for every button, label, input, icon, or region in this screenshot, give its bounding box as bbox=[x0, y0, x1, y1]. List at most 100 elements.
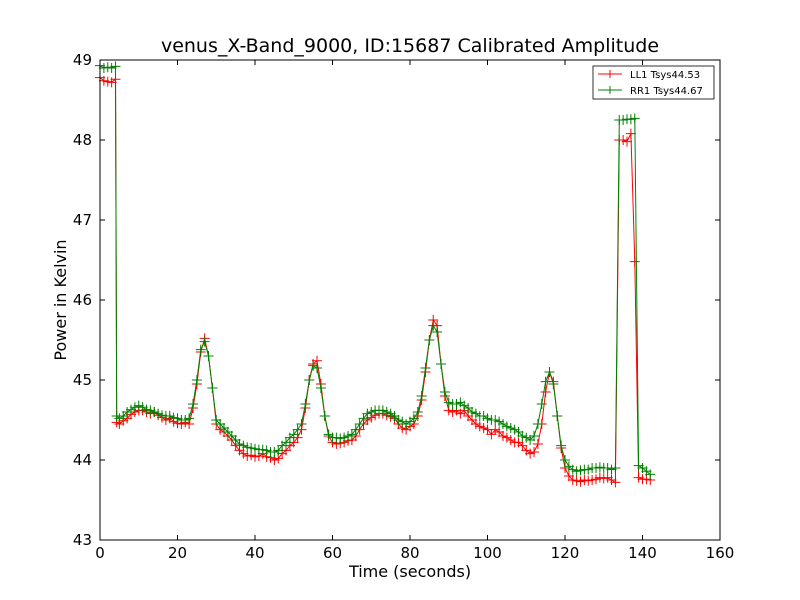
data-point-1 bbox=[296, 419, 307, 429]
data-point-0 bbox=[602, 472, 613, 483]
data-point-0 bbox=[470, 419, 481, 429]
data-point-1 bbox=[401, 419, 412, 429]
data-point-1 bbox=[269, 447, 280, 457]
data-point-1 bbox=[521, 432, 532, 443]
data-point-0 bbox=[490, 424, 501, 435]
x-tick-label: 120 bbox=[551, 544, 580, 562]
data-point-1 bbox=[560, 455, 570, 465]
data-point-0 bbox=[242, 451, 253, 461]
x-tick-label: 160 bbox=[706, 544, 735, 562]
data-point-1 bbox=[304, 375, 315, 385]
data-point-1 bbox=[157, 410, 167, 421]
data-point-0 bbox=[501, 432, 512, 443]
data-point-1 bbox=[207, 383, 218, 393]
data-point-1 bbox=[513, 427, 524, 437]
data-point-1 bbox=[432, 327, 443, 337]
data-point-1 bbox=[556, 440, 567, 451]
data-point-1 bbox=[354, 419, 365, 429]
data-point-1 bbox=[230, 435, 241, 445]
data-point-1 bbox=[385, 408, 396, 419]
data-point-1 bbox=[428, 320, 439, 331]
data-point-1 bbox=[133, 400, 144, 411]
data-point-1 bbox=[571, 466, 582, 477]
x-axis-label: Time (seconds) bbox=[348, 562, 471, 581]
data-point-0 bbox=[529, 447, 539, 457]
data-point-1 bbox=[315, 383, 326, 393]
data-point-0 bbox=[474, 421, 485, 432]
data-point-1 bbox=[567, 464, 578, 475]
y-tick-label: 47 bbox=[73, 211, 92, 229]
data-point-1 bbox=[319, 411, 330, 421]
data-point-1 bbox=[180, 415, 191, 425]
x-tick-label: 80 bbox=[400, 544, 419, 562]
data-point-1 bbox=[436, 359, 446, 369]
x-tick-label: 40 bbox=[245, 544, 264, 562]
data-point-0 bbox=[517, 440, 528, 451]
data-point-1 bbox=[377, 405, 388, 416]
data-point-1 bbox=[389, 411, 400, 421]
data-point-1 bbox=[292, 424, 303, 435]
data-point-1 bbox=[412, 407, 423, 417]
data-point-0 bbox=[525, 448, 536, 459]
plot-area bbox=[100, 60, 720, 540]
data-point-1 bbox=[308, 360, 319, 371]
data-point-0 bbox=[563, 471, 574, 481]
data-point-0 bbox=[629, 256, 640, 267]
data-point-1 bbox=[203, 351, 214, 361]
x-tick-label: 140 bbox=[628, 544, 657, 562]
data-point-0 bbox=[498, 431, 508, 441]
data-point-0 bbox=[102, 76, 113, 87]
data-point-1 bbox=[172, 413, 183, 424]
x-tick-label: 100 bbox=[473, 544, 502, 562]
legend: LL1 Tsys44.53 RR1 Tsys44.67 bbox=[592, 65, 715, 100]
data-point-0 bbox=[598, 473, 609, 484]
data-point-1 bbox=[273, 445, 284, 456]
x-tick-label: 20 bbox=[168, 544, 187, 562]
data-point-0 bbox=[587, 475, 598, 485]
data-point-1 bbox=[490, 415, 501, 425]
x-tick-label: 0 bbox=[95, 544, 105, 562]
data-point-0 bbox=[567, 475, 578, 485]
data-point-1 bbox=[459, 400, 470, 411]
data-point-1 bbox=[222, 427, 233, 437]
data-point-1 bbox=[478, 411, 489, 421]
data-point-1 bbox=[536, 399, 547, 409]
data-point-1 bbox=[246, 443, 257, 453]
data-point-1 bbox=[164, 411, 175, 421]
data-point-0 bbox=[575, 476, 586, 487]
data-point-1 bbox=[424, 335, 435, 345]
data-point-1 bbox=[408, 413, 419, 424]
data-point-1 bbox=[525, 435, 536, 445]
data-point-0 bbox=[625, 128, 636, 139]
data-point-1 bbox=[505, 423, 516, 433]
y-tick-label: 45 bbox=[73, 371, 92, 389]
data-point-1 bbox=[381, 407, 392, 417]
data-point-1 bbox=[482, 413, 493, 424]
legend-label-ll1: LL1 Tsys44.53 bbox=[630, 70, 700, 81]
data-point-1 bbox=[118, 411, 129, 421]
data-point-1 bbox=[215, 419, 226, 429]
data-point-1 bbox=[343, 431, 353, 441]
data-point-1 bbox=[548, 379, 559, 389]
data-point-1 bbox=[281, 437, 291, 448]
data-point-1 bbox=[211, 415, 222, 425]
data-point-1 bbox=[532, 419, 543, 429]
data-point-1 bbox=[529, 431, 539, 441]
data-point-1 bbox=[110, 61, 121, 72]
data-point-0 bbox=[98, 75, 109, 86]
data-point-1 bbox=[618, 115, 629, 125]
data-point-1 bbox=[226, 431, 237, 441]
data-point-1 bbox=[149, 407, 160, 417]
data-point-1 bbox=[114, 413, 125, 424]
data-point-1 bbox=[366, 407, 377, 417]
x-tick-label: 60 bbox=[323, 544, 342, 562]
data-point-1 bbox=[467, 407, 477, 417]
data-point-0 bbox=[532, 439, 543, 449]
data-point-1 bbox=[362, 408, 373, 419]
data-point-1 bbox=[358, 413, 369, 424]
data-point-1 bbox=[242, 442, 253, 453]
legend-marker-ll1 bbox=[606, 70, 614, 78]
data-point-1 bbox=[633, 460, 644, 471]
y-tick-label: 44 bbox=[73, 451, 92, 469]
